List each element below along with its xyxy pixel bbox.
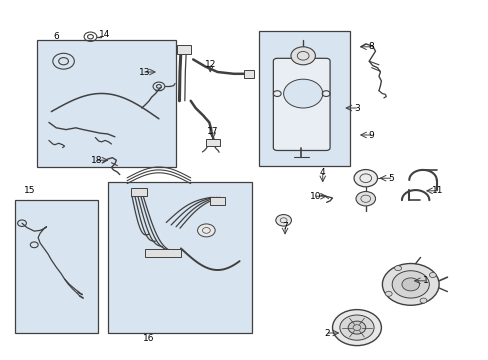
Circle shape	[332, 310, 381, 346]
Bar	[131, 188, 146, 196]
Bar	[37, 40, 176, 167]
FancyBboxPatch shape	[273, 58, 329, 150]
Circle shape	[353, 170, 377, 187]
Text: 8: 8	[368, 42, 374, 51]
Circle shape	[290, 47, 315, 65]
Bar	[15, 200, 98, 333]
Circle shape	[419, 298, 426, 303]
Text: 6: 6	[53, 32, 59, 41]
Circle shape	[391, 271, 428, 298]
Text: 17: 17	[206, 127, 218, 136]
Circle shape	[197, 224, 215, 237]
Circle shape	[401, 278, 419, 291]
Bar	[206, 139, 220, 146]
Text: 10: 10	[309, 192, 321, 201]
Circle shape	[394, 266, 401, 271]
Circle shape	[385, 291, 391, 296]
Bar	[243, 70, 254, 78]
Text: 1: 1	[422, 276, 427, 285]
Circle shape	[428, 273, 435, 278]
Circle shape	[339, 315, 373, 340]
Text: 7: 7	[282, 222, 287, 231]
Circle shape	[347, 321, 365, 334]
Text: 11: 11	[431, 186, 443, 195]
Bar	[177, 45, 190, 54]
Text: 15: 15	[23, 186, 35, 195]
Circle shape	[283, 79, 322, 108]
Bar	[210, 197, 224, 205]
Circle shape	[382, 264, 438, 305]
Text: 14: 14	[99, 30, 111, 39]
Circle shape	[275, 215, 291, 226]
Text: 2: 2	[324, 328, 330, 338]
Text: 4: 4	[319, 168, 325, 177]
Text: 3: 3	[353, 104, 359, 113]
Text: 13: 13	[138, 68, 150, 77]
Circle shape	[355, 192, 375, 206]
Bar	[259, 31, 349, 166]
Text: 18: 18	[91, 156, 102, 165]
Text: 12: 12	[204, 60, 216, 69]
Bar	[107, 182, 251, 333]
Text: 9: 9	[368, 131, 374, 140]
Bar	[144, 249, 181, 257]
Text: 5: 5	[387, 174, 393, 183]
Text: 16: 16	[143, 334, 155, 343]
